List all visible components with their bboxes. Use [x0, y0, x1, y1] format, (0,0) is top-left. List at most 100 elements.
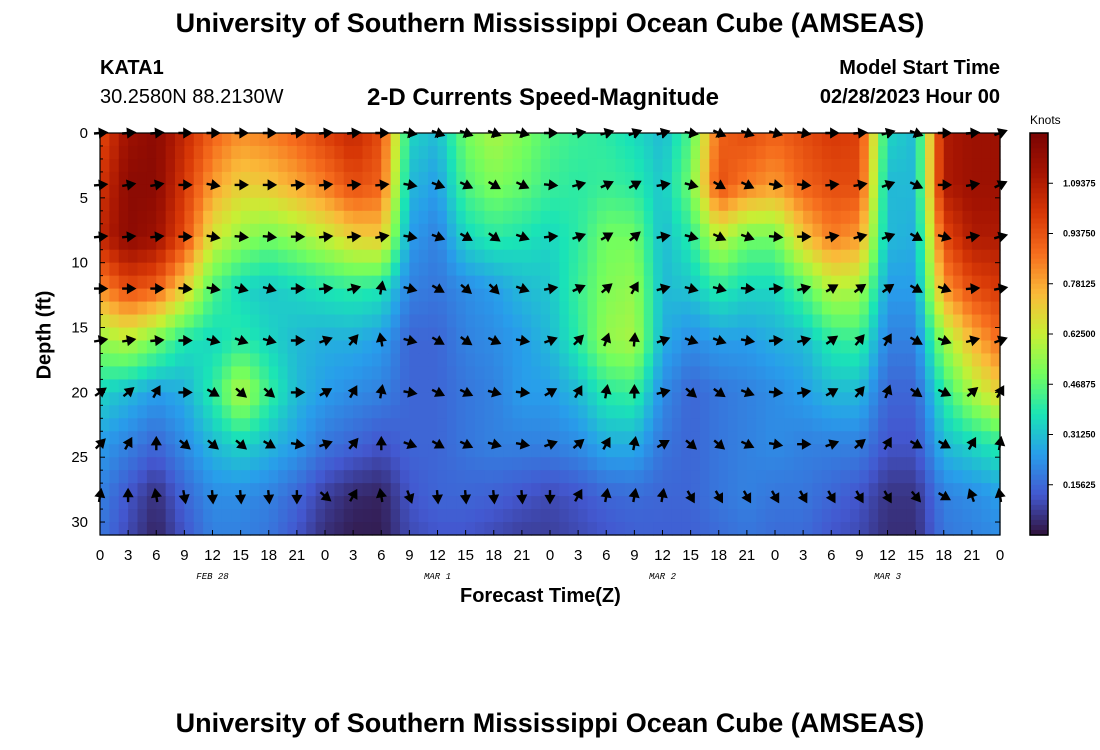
- heatmap-cell: [784, 483, 795, 497]
- heatmap-cell: [943, 418, 954, 432]
- heatmap-cell: [156, 327, 167, 342]
- heatmap-cell: [943, 522, 954, 536]
- heatmap-cell: [662, 249, 673, 264]
- heatmap-cell: [428, 327, 439, 342]
- heatmap-cell: [512, 522, 523, 536]
- heatmap-cell: [850, 379, 860, 393]
- heatmap-cell: [793, 405, 804, 419]
- heatmap-cell: [446, 314, 457, 329]
- heatmap-cell: [906, 197, 917, 212]
- heatmap-cell: [746, 236, 757, 251]
- heatmap-cell: [250, 171, 260, 186]
- heatmap-cell: [334, 496, 345, 510]
- heatmap-cell: [465, 340, 476, 355]
- heatmap-cell: [268, 418, 279, 432]
- heatmap-cell: [362, 392, 373, 406]
- current-vector: [937, 334, 952, 346]
- colorbar-tick-label: 0.93750: [1063, 229, 1096, 239]
- heatmap-cell: [934, 262, 945, 277]
- heatmap-cell: [493, 470, 504, 484]
- current-vector: [656, 440, 670, 450]
- heatmap-cell: [184, 288, 195, 303]
- heatmap-cell: [962, 236, 973, 251]
- heatmap-cell: [775, 509, 785, 523]
- current-vector: [938, 490, 951, 501]
- heatmap-cell: [718, 366, 729, 380]
- heatmap-cell: [550, 379, 560, 393]
- heatmap-cell: [400, 197, 410, 212]
- heatmap-cell: [259, 236, 270, 251]
- heatmap-cell: [615, 509, 626, 523]
- heatmap-cell: [887, 158, 898, 173]
- colorbar-cell: [1030, 359, 1048, 365]
- heatmap-cell: [203, 418, 214, 432]
- heatmap-cell: [250, 314, 260, 329]
- heatmap-cell: [437, 327, 448, 342]
- heatmap-cell: [643, 197, 654, 212]
- colorbar-cell: [1030, 469, 1048, 476]
- heatmap-cell: [971, 133, 982, 147]
- heatmap-cell: [643, 288, 654, 303]
- heatmap-cell: [212, 301, 223, 316]
- heatmap-cell: [578, 496, 589, 510]
- heatmap-cell: [212, 366, 223, 380]
- heatmap-cell: [100, 275, 110, 290]
- heatmap-cell: [906, 171, 917, 186]
- heatmap-cell: [118, 236, 129, 251]
- heatmap-cell: [578, 522, 589, 536]
- heatmap-cell: [878, 158, 889, 173]
- heatmap-cell: [606, 275, 617, 290]
- current-vector: [291, 490, 303, 505]
- heatmap-cell: [615, 288, 626, 303]
- heatmap-cell: [615, 353, 626, 368]
- heatmap-cell: [981, 288, 992, 303]
- heatmap-cell: [953, 171, 964, 186]
- heatmap-cell: [878, 405, 889, 419]
- heatmap-cell: [653, 236, 664, 251]
- heatmap-cell: [756, 431, 767, 445]
- heatmap-cell: [775, 275, 785, 290]
- heatmap-cell: [803, 457, 814, 471]
- heatmap-cell: [212, 405, 223, 419]
- heatmap-cell: [156, 392, 167, 406]
- current-vector: [937, 282, 952, 294]
- heatmap-cell: [231, 457, 242, 471]
- heatmap-cell: [821, 366, 832, 380]
- heatmap-cell: [306, 301, 317, 316]
- heatmap-cell: [709, 314, 720, 329]
- heatmap-cell: [456, 431, 467, 445]
- heatmap-cell: [296, 509, 307, 523]
- heatmap-cell: [850, 483, 860, 497]
- heatmap-cell: [484, 431, 495, 445]
- heatmap-cell: [137, 470, 148, 484]
- heatmap-cell: [578, 392, 589, 406]
- heatmap-cell: [221, 444, 232, 458]
- heatmap-cell: [381, 145, 392, 160]
- heatmap-cell: [306, 418, 317, 432]
- heatmap-cell: [625, 353, 635, 368]
- heatmap-cell: [925, 314, 935, 329]
- heatmap-cell: [493, 171, 504, 186]
- heatmap-cell: [878, 249, 889, 264]
- heatmap-cell: [793, 223, 804, 238]
- heatmap-cell: [878, 210, 889, 225]
- heatmap-cell: [531, 133, 542, 147]
- heatmap-cell: [278, 145, 289, 160]
- heatmap-cell: [671, 288, 682, 303]
- current-vector: [94, 283, 109, 295]
- current-vector: [544, 127, 559, 139]
- heatmap-cell: [962, 171, 973, 186]
- heatmap-cell: [709, 457, 720, 471]
- heatmap-cell: [906, 301, 917, 316]
- heatmap-cell: [503, 275, 514, 290]
- heatmap-cell: [559, 327, 570, 342]
- heatmap-cell: [146, 249, 157, 264]
- heatmap-cell: [596, 158, 607, 173]
- heatmap-cell: [606, 522, 617, 536]
- heatmap-cell: [484, 405, 495, 419]
- heatmap-cell: [193, 522, 204, 536]
- heatmap-cell: [203, 392, 214, 406]
- heatmap-cell: [990, 470, 1001, 484]
- heatmap-cell: [746, 223, 757, 238]
- heatmap-cell: [278, 418, 289, 432]
